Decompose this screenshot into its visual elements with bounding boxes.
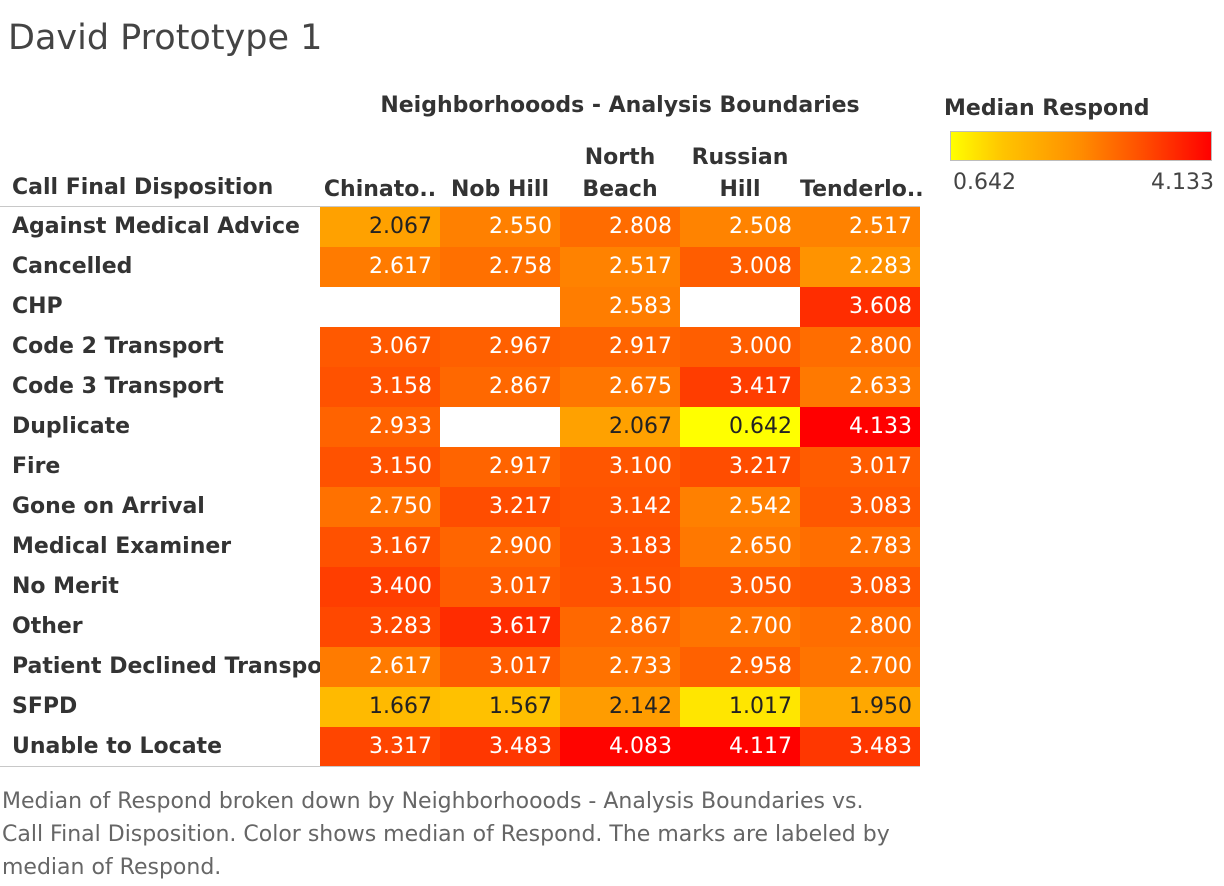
heatmap-cell[interactable]: 2.067 — [320, 207, 440, 247]
heatmap-cell[interactable]: 3.317 — [320, 727, 440, 767]
row-label: Code 3 Transport — [12, 374, 224, 399]
column-header: Chinato.. — [323, 177, 437, 202]
heatmap-cell[interactable]: 3.150 — [560, 567, 680, 607]
heatmap-cell[interactable]: 4.117 — [680, 727, 800, 767]
heatmap-cell[interactable]: 3.150 — [320, 447, 440, 487]
heatmap-cell[interactable]: 2.700 — [680, 607, 800, 647]
row-label: Other — [12, 614, 83, 639]
heatmap-cell[interactable]: 2.283 — [800, 247, 920, 287]
heatmap-cell[interactable]: 3.183 — [560, 527, 680, 567]
heatmap-cell[interactable]: 2.733 — [560, 647, 680, 687]
row-label: Medical Examiner — [12, 534, 232, 559]
heatmap-cell[interactable]: 2.617 — [320, 247, 440, 287]
legend-min-label: 0.642 — [953, 170, 1016, 195]
column-header: Russian Hill — [691, 145, 789, 202]
caption-line: Median of Respond broken down by Neighbo… — [2, 789, 864, 814]
heatmap-cell[interactable]: 3.217 — [680, 447, 800, 487]
heatmap-cell[interactable]: 2.508 — [680, 207, 800, 247]
heatmap-cell[interactable]: 2.550 — [440, 207, 560, 247]
heatmap-cell[interactable]: 1.567 — [440, 687, 560, 727]
chart-caption: Median of Respond broken down by Neighbo… — [2, 785, 1002, 884]
column-field-label: Neighborhooods - Analysis Boundaries — [380, 93, 860, 118]
heatmap-cell[interactable]: 3.083 — [800, 487, 920, 527]
chart-title: David Prototype 1 — [8, 18, 323, 58]
row-label: CHP — [12, 294, 63, 319]
caption-line: Call Final Disposition. Color shows medi… — [2, 822, 890, 847]
heatmap-cell[interactable]: 1.017 — [680, 687, 800, 727]
heatmap-cell[interactable]: 2.517 — [560, 247, 680, 287]
heatmap-cell[interactable]: 2.900 — [440, 527, 560, 567]
heatmap-cell[interactable]: 0.642 — [680, 407, 800, 447]
heatmap-cell[interactable]: 3.017 — [800, 447, 920, 487]
heatmap-cell[interactable]: 2.583 — [560, 287, 680, 327]
row-field-label: Call Final Disposition — [12, 175, 274, 200]
heatmap-cell[interactable]: 3.167 — [320, 527, 440, 567]
column-header: North Beach — [582, 145, 658, 202]
heatmap-cell[interactable]: 2.867 — [560, 607, 680, 647]
row-label: Patient Declined Transport — [12, 654, 344, 679]
row-label: Duplicate — [12, 414, 131, 439]
heatmap-cell[interactable]: 4.083 — [560, 727, 680, 767]
row-label: Fire — [12, 454, 61, 479]
heatmap-cell[interactable]: 2.650 — [680, 527, 800, 567]
heatmap-cell[interactable]: 2.700 — [800, 647, 920, 687]
heatmap-cell[interactable]: 4.133 — [800, 407, 920, 447]
row-label: Unable to Locate — [12, 734, 222, 759]
legend-max-label: 4.133 — [1151, 170, 1214, 195]
heatmap-cell[interactable]: 2.758 — [440, 247, 560, 287]
color-legend-gradient[interactable] — [950, 131, 1212, 161]
heatmap-cell[interactable]: 3.000 — [680, 327, 800, 367]
heatmap-cell[interactable]: 3.483 — [440, 727, 560, 767]
heatmap-cell[interactable]: 3.483 — [800, 727, 920, 767]
heatmap-cell[interactable]: 2.750 — [320, 487, 440, 527]
heatmap-cell[interactable]: 3.083 — [800, 567, 920, 607]
heatmap-cell[interactable]: 2.800 — [800, 607, 920, 647]
heatmap-cell[interactable]: 3.283 — [320, 607, 440, 647]
heatmap-cell[interactable]: 2.783 — [800, 527, 920, 567]
heatmap-cell[interactable]: 2.675 — [560, 367, 680, 407]
legend-title: Median Respond — [944, 96, 1150, 121]
row-label: SFPD — [12, 694, 78, 719]
heatmap-cell[interactable]: 2.808 — [560, 207, 680, 247]
heatmap-cell[interactable]: 2.617 — [320, 647, 440, 687]
heatmap-cell[interactable]: 2.142 — [560, 687, 680, 727]
bottom-divider — [0, 766, 920, 767]
heatmap-cell[interactable]: 3.217 — [440, 487, 560, 527]
heatmap-cell[interactable]: 2.067 — [560, 407, 680, 447]
caption-line: median of Respond. — [2, 855, 222, 880]
header-divider — [0, 206, 920, 207]
heatmap-cell[interactable]: 3.158 — [320, 367, 440, 407]
heatmap-cell[interactable]: 2.967 — [440, 327, 560, 367]
heatmap-cell[interactable]: 2.867 — [440, 367, 560, 407]
heatmap-cell[interactable]: 3.417 — [680, 367, 800, 407]
column-header: Nob Hill — [451, 177, 549, 202]
heatmap-cell[interactable]: 1.950 — [800, 687, 920, 727]
column-header: Tenderlo.. — [800, 177, 924, 202]
heatmap-cell[interactable]: 3.608 — [800, 287, 920, 327]
row-label: No Merit — [12, 574, 119, 599]
heatmap-cell[interactable]: 2.958 — [680, 647, 800, 687]
heatmap-cell[interactable]: 3.142 — [560, 487, 680, 527]
row-label: Gone on Arrival — [12, 494, 205, 519]
heatmap-cell[interactable]: 3.067 — [320, 327, 440, 367]
column-headers: Chinato.. Nob Hill North Beach Russian Hill… — [320, 140, 924, 206]
heatmap-cell[interactable]: 2.542 — [680, 487, 800, 527]
heatmap-cell[interactable]: 3.008 — [680, 247, 800, 287]
heatmap-cell[interactable]: 3.100 — [560, 447, 680, 487]
heatmap-cell[interactable]: 2.517 — [800, 207, 920, 247]
heatmap-cell[interactable]: 2.800 — [800, 327, 920, 367]
heatmap-cell[interactable]: 3.017 — [440, 567, 560, 607]
heatmap-cell[interactable]: 2.917 — [440, 447, 560, 487]
heatmap-cell[interactable]: 3.617 — [440, 607, 560, 647]
heatmap-cell[interactable]: 2.933 — [320, 407, 440, 447]
row-label: Against Medical Advice — [12, 214, 300, 239]
row-label: Cancelled — [12, 254, 133, 279]
heatmap-cell[interactable]: 1.667 — [320, 687, 440, 727]
heatmap-cell[interactable]: 3.050 — [680, 567, 800, 607]
heatmap-cell[interactable]: 3.400 — [320, 567, 440, 607]
heatmap-cell[interactable]: 2.917 — [560, 327, 680, 367]
heatmap-cell[interactable]: 3.017 — [440, 647, 560, 687]
heatmap-cell[interactable]: 2.633 — [800, 367, 920, 407]
row-label: Code 2 Transport — [12, 334, 224, 359]
